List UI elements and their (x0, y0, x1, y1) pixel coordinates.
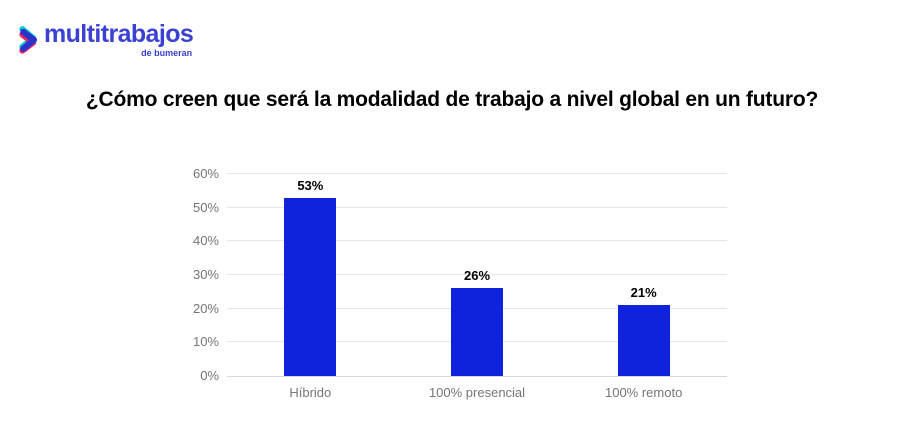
y-axis-tick-label: 0% (200, 368, 219, 383)
x-axis-category-label: Híbrido (289, 385, 332, 400)
grid-line-30 (227, 274, 727, 275)
bar-value-label: 26% (463, 268, 491, 284)
x-axis-category-label: 100% presencial (428, 385, 526, 400)
y-axis-tick-label: 60% (192, 166, 219, 181)
y-axis-tick-label: 30% (192, 267, 219, 282)
grid-line-50 (227, 206, 727, 208)
y-axis-tick-label: 20% (192, 300, 219, 316)
logo-text: multitrabajos de bumeran (44, 20, 194, 59)
logo-subbrand-text: de bumeran (141, 48, 193, 58)
bar-chart-plot-area: 0% 10% 20% 30% 40% 50% 60% 53% Híbrido 26% 100% pr… (193, 166, 727, 400)
y-axis-tick-label: 40% (192, 233, 219, 249)
bar-Híbrido (284, 197, 337, 376)
y-axis-tick-label: 50% (192, 199, 219, 215)
grid-line-60 (227, 173, 727, 174)
multitrabajos-logo: multitrabajos de bumeran (18, 20, 194, 59)
bar-100% remoto (617, 305, 670, 376)
bar-value-label: 53% (297, 177, 324, 193)
y-axis-tick-label: 10% (192, 334, 219, 350)
grid-line-40 (227, 240, 727, 242)
bar-100% presencial (451, 288, 503, 376)
multitrabajos-chevron-icon (19, 26, 38, 54)
grid-line-0 (227, 376, 727, 377)
chart-title: ¿Cómo creen que será la modalidad de tra… (85, 88, 819, 111)
logo-brand-text: multitrabajos (44, 20, 194, 48)
bar-value-label: 21% (630, 285, 657, 301)
x-axis-category-label: 100% remoto (604, 385, 683, 400)
